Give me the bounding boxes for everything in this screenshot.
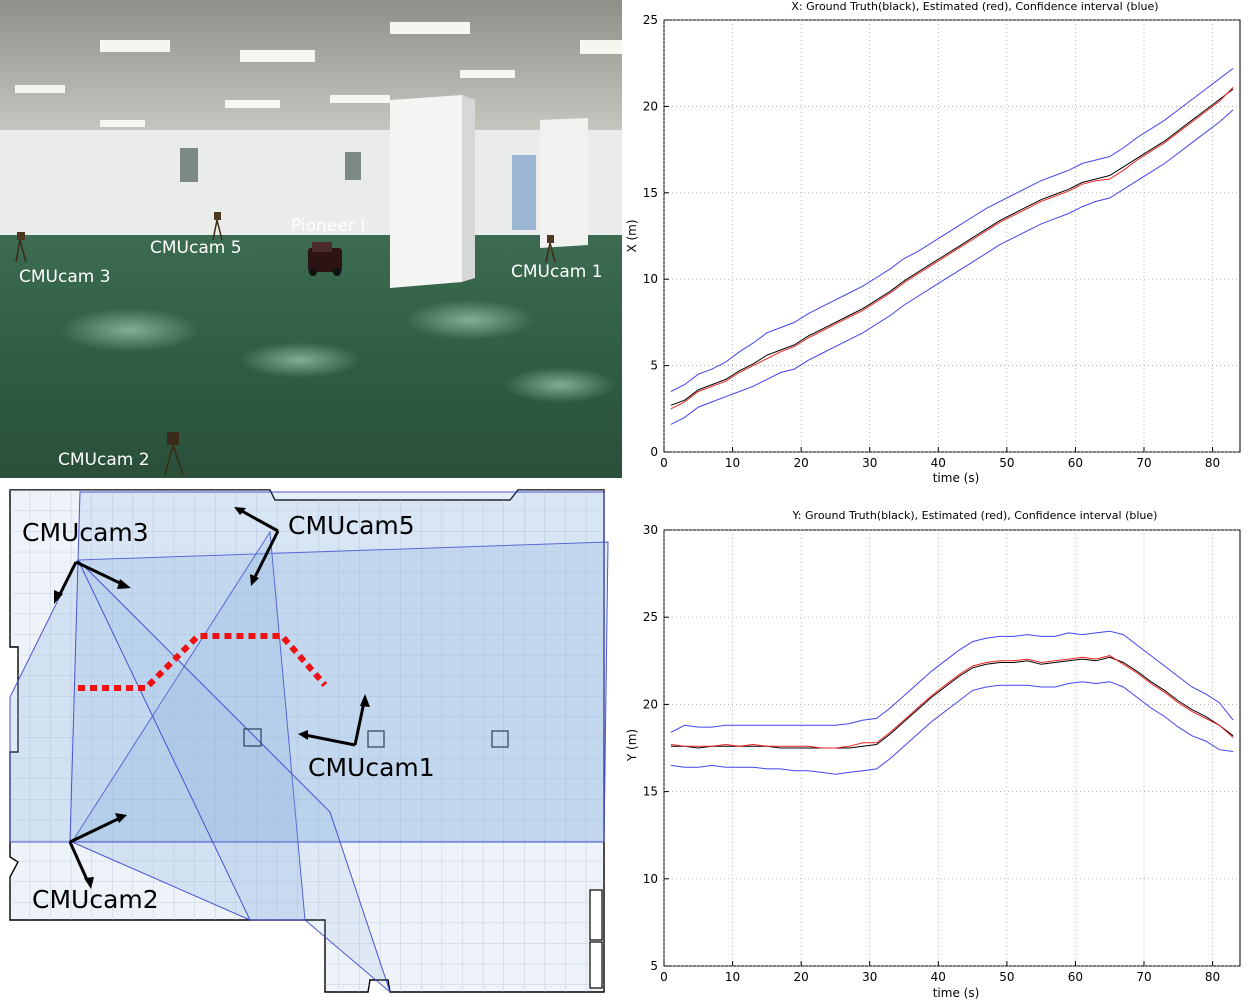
camera-coverage xyxy=(9,491,609,994)
x-tick-label: 50 xyxy=(999,456,1014,470)
doors xyxy=(589,889,603,989)
plan-label-cmucam3: CMUcam3 xyxy=(22,518,149,547)
y-tick-label: 25 xyxy=(643,610,658,624)
floor-plan: CMUcam3 CMUcam5 CMUcam1 CMUcam2 xyxy=(9,489,609,994)
y-tick-label: 30 xyxy=(643,523,658,537)
x-tick-label: 20 xyxy=(794,970,809,984)
floor-glare xyxy=(505,367,615,403)
x-tick-label: 60 xyxy=(1068,970,1083,984)
x-tick-label: 80 xyxy=(1205,970,1220,984)
x-tick-label: 40 xyxy=(931,970,946,984)
wall-poster xyxy=(345,152,361,180)
y-axis-label: Y (m) xyxy=(625,729,639,762)
chart-title: Y: Ground Truth(black), Estimated (red),… xyxy=(792,509,1158,522)
floor-glare xyxy=(60,308,200,352)
floor-glare xyxy=(405,300,535,340)
y-axis-label: X (m) xyxy=(625,219,639,252)
ceiling-lights xyxy=(15,22,622,127)
series-line-lower-bound xyxy=(670,681,1234,775)
photo-label-cmucam5: CMUcam 5 xyxy=(150,238,242,258)
x-tick-label: 30 xyxy=(862,970,877,984)
x-tick-label: 70 xyxy=(1136,456,1151,470)
series-line-lower-bound xyxy=(670,109,1234,425)
x-axis-label: time (s) xyxy=(933,471,980,485)
x-tick-label: 70 xyxy=(1136,970,1151,984)
series-line-estimated xyxy=(670,655,1234,749)
chart-x-position: X: Ground Truth(black), Estimated (red),… xyxy=(625,0,1241,485)
series-line-ground-truth xyxy=(670,88,1234,406)
ceiling xyxy=(0,0,622,130)
wall-poster xyxy=(180,148,198,182)
x-tick-label: 20 xyxy=(794,456,809,470)
y-tick-label: 15 xyxy=(643,186,658,200)
x-tick-label: 50 xyxy=(999,970,1014,984)
pillar-left xyxy=(390,95,462,288)
floor-grid xyxy=(10,490,604,992)
y-tick-label: 25 xyxy=(643,13,658,27)
y-tick-label: 20 xyxy=(643,697,658,711)
x-tick-label: 0 xyxy=(660,456,668,470)
pillar-left-side xyxy=(462,95,475,282)
pillars xyxy=(243,728,509,748)
x-tick-label: 80 xyxy=(1205,456,1220,470)
camera-arrows xyxy=(56,508,366,883)
arrow-heads xyxy=(54,507,370,889)
x-tick-label: 30 xyxy=(862,456,877,470)
series-line-estimated xyxy=(670,87,1234,410)
chart-y-position: Y: Ground Truth(black), Estimated (red),… xyxy=(625,509,1241,1000)
series-line-upper-bound xyxy=(670,630,1234,733)
floor-glare xyxy=(240,342,360,378)
series-line-upper-bound xyxy=(670,68,1234,392)
y-tick-label: 5 xyxy=(650,359,658,373)
plot-area xyxy=(663,529,1241,967)
robot xyxy=(308,242,342,276)
x-tick-label: 60 xyxy=(1068,456,1083,470)
y-tick-label: 20 xyxy=(643,99,658,113)
photo-label-cmucam1: CMUcam 1 xyxy=(511,262,603,282)
lab-photo: CMUcam 5 Pioneer I CMUcam 3 CMUcam 1 CMU… xyxy=(0,0,622,478)
plan-label-cmucam2: CMUcam2 xyxy=(32,885,159,914)
pillar-right xyxy=(540,118,588,248)
photo-label-pioneer: Pioneer I xyxy=(291,216,365,236)
photo-label-cmucam2: CMUcam 2 xyxy=(58,450,150,470)
x-tick-label: 10 xyxy=(725,456,740,470)
plan-label-cmucam1: CMUcam1 xyxy=(308,753,435,782)
y-tick-label: 0 xyxy=(650,445,658,459)
y-tick-label: 15 xyxy=(643,785,658,799)
plan-label-cmucam5: CMUcam5 xyxy=(288,511,415,540)
y-tick-label: 10 xyxy=(643,872,658,886)
photo-label-cmucam3: CMUcam 3 xyxy=(19,267,111,287)
x-tick-label: 40 xyxy=(931,456,946,470)
x-axis-label: time (s) xyxy=(933,986,980,1000)
camera-tripod xyxy=(15,212,556,476)
x-tick-label: 10 xyxy=(725,970,740,984)
y-tick-label: 10 xyxy=(643,272,658,286)
chart-title: X: Ground Truth(black), Estimated (red),… xyxy=(791,0,1158,13)
door xyxy=(512,155,536,230)
x-tick-label: 0 xyxy=(660,970,668,984)
y-tick-label: 5 xyxy=(650,959,658,973)
